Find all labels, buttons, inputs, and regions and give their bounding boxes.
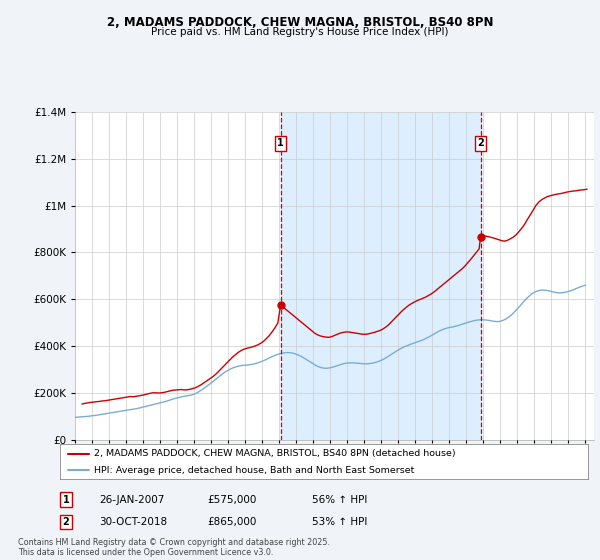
- Text: 1: 1: [277, 138, 284, 148]
- Text: 2: 2: [477, 138, 484, 148]
- Text: HPI: Average price, detached house, Bath and North East Somerset: HPI: Average price, detached house, Bath…: [94, 465, 415, 475]
- Text: 26-JAN-2007: 26-JAN-2007: [99, 494, 164, 505]
- Bar: [281, 112, 481, 440]
- Text: £865,000: £865,000: [207, 517, 256, 527]
- Text: 2, MADAMS PADDOCK, CHEW MAGNA, BRISTOL, BS40 8PN: 2, MADAMS PADDOCK, CHEW MAGNA, BRISTOL, …: [107, 16, 493, 29]
- Text: Price paid vs. HM Land Registry's House Price Index (HPI): Price paid vs. HM Land Registry's House …: [151, 27, 449, 37]
- Text: £575,000: £575,000: [207, 494, 256, 505]
- Text: 1: 1: [62, 494, 70, 505]
- Text: 30-OCT-2018: 30-OCT-2018: [99, 517, 167, 527]
- Text: 56% ↑ HPI: 56% ↑ HPI: [312, 494, 367, 505]
- Text: Contains HM Land Registry data © Crown copyright and database right 2025.
This d: Contains HM Land Registry data © Crown c…: [18, 538, 330, 557]
- Text: 53% ↑ HPI: 53% ↑ HPI: [312, 517, 367, 527]
- Text: 2, MADAMS PADDOCK, CHEW MAGNA, BRISTOL, BS40 8PN (detached house): 2, MADAMS PADDOCK, CHEW MAGNA, BRISTOL, …: [94, 449, 456, 458]
- Text: 2: 2: [62, 517, 70, 527]
